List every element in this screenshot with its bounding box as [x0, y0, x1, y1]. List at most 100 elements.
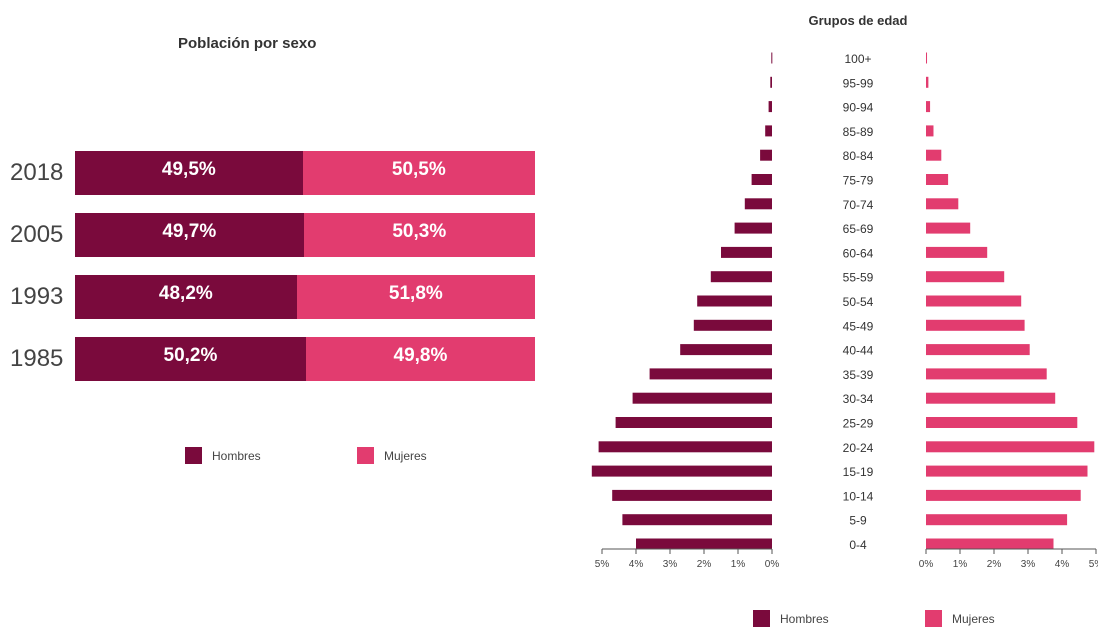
bar-mujeres	[926, 246, 988, 258]
x-tick-label-right: 5%	[1089, 559, 1098, 570]
bar-hombres	[693, 319, 772, 331]
bar-mujeres	[926, 538, 1054, 550]
bar-hombres	[636, 538, 772, 550]
bar-value-label: 48,2%	[158, 283, 213, 304]
bar-mujeres	[926, 489, 1081, 501]
age-group-label: 20-24	[843, 441, 874, 455]
bar-mujeres: 49,8%	[305, 337, 535, 381]
age-group-label: 95-99	[843, 76, 874, 90]
bar-mujeres	[926, 174, 949, 185]
bar-hombres	[734, 222, 772, 234]
legend-swatch-mujeres	[357, 447, 374, 464]
bar-value-label: 49,7%	[162, 221, 217, 242]
bar-mujeres	[926, 417, 1078, 428]
bar-value-label: 51,8%	[388, 283, 443, 304]
x-tick-label-left: 5%	[595, 559, 610, 570]
legend-mujeres-right: Mujeres	[925, 610, 995, 627]
bar-mujeres	[926, 392, 1056, 404]
year-label: 1993	[10, 283, 64, 310]
bar-mujeres	[926, 319, 1025, 331]
age-group-label: 65-69	[843, 222, 874, 236]
bar-hombres	[591, 465, 772, 477]
bar-mujeres	[926, 368, 1047, 380]
x-tick-label-left: 3%	[663, 559, 678, 570]
bar-hombres: 50,2%	[75, 337, 306, 381]
age-group-label: 40-44	[843, 344, 874, 358]
legend-hombres-left: Hombres	[185, 447, 261, 464]
x-tick-label-left: 0%	[765, 559, 780, 570]
bar-hombres	[598, 441, 772, 453]
age-group-label: 5-9	[849, 514, 867, 528]
bar-hombres	[765, 125, 772, 137]
age-group-label: 90-94	[843, 101, 874, 115]
bar-hombres	[751, 174, 772, 185]
age-group-label: 55-59	[843, 271, 874, 285]
bar-hombres	[770, 76, 772, 88]
bar-mujeres	[926, 125, 934, 137]
bar-mujeres	[926, 76, 929, 88]
bar-mujeres	[926, 222, 971, 234]
bar-mujeres	[926, 149, 942, 161]
age-group-label: 80-84	[843, 149, 874, 163]
age-pyramid-chart: Grupos de edad 100+ 95-99 90-94 85-89 80-84 75…	[591, 13, 1098, 570]
bar-hombres	[768, 101, 772, 113]
x-tick-label-right: 3%	[1021, 559, 1036, 570]
bar-hombres	[721, 246, 772, 258]
legend-swatch-mujeres	[925, 610, 942, 627]
legend-label-mujeres: Mujeres	[384, 448, 427, 463]
bar-mujeres	[926, 101, 931, 113]
age-group-label: 25-29	[843, 417, 874, 431]
bar-mujeres: 51,8%	[296, 275, 535, 319]
bar-hombres	[697, 295, 772, 307]
bar-mujeres	[926, 198, 959, 210]
bar-value-label: 49,8%	[393, 345, 448, 366]
bar-hombres	[615, 417, 772, 428]
bar-value-label: 50,3%	[392, 221, 447, 242]
bar-hombres: 49,5%	[75, 151, 303, 195]
age-group-label: 0-4	[849, 538, 867, 552]
x-tick-label-left: 2%	[697, 559, 712, 570]
x-tick-label-left: 1%	[731, 559, 746, 570]
legend-swatch-hombres	[185, 447, 202, 464]
legend-swatch-hombres	[753, 610, 770, 627]
bar-hombres	[680, 344, 772, 356]
age-group-label: 10-14	[843, 489, 874, 503]
bar-mujeres	[926, 514, 1068, 526]
bar-hombres	[622, 514, 772, 526]
legend-hombres-right: Hombres	[753, 610, 829, 627]
x-tick-label-right: 0%	[919, 559, 934, 570]
bar-hombres: 48,2%	[75, 275, 297, 319]
x-tick-label-right: 2%	[987, 559, 1002, 570]
bar-value-label: 49,5%	[161, 159, 216, 180]
age-group-label: 70-74	[843, 198, 874, 212]
bar-hombres	[649, 368, 772, 380]
bar-mujeres	[926, 52, 928, 64]
chart-title-sex: Población por sexo	[178, 35, 317, 52]
legend-label-hombres: Hombres	[212, 448, 261, 463]
bar-mujeres	[926, 465, 1088, 477]
bar-mujeres: 50,3%	[303, 213, 535, 257]
bar-hombres: 49,7%	[75, 213, 304, 257]
legend-mujeres-left: Mujeres	[357, 447, 427, 464]
bar-mujeres	[926, 441, 1095, 453]
bar-hombres	[710, 271, 772, 283]
age-group-label: 85-89	[843, 125, 874, 139]
year-label: 1985	[10, 345, 64, 372]
bar-hombres	[760, 149, 772, 161]
year-label: 2005	[10, 221, 64, 248]
x-tick-label-left: 4%	[629, 559, 644, 570]
age-group-label: 15-19	[843, 465, 874, 479]
legend-label-hombres: Hombres	[780, 611, 829, 626]
bar-hombres	[632, 392, 772, 404]
bar-value-label: 50,5%	[391, 159, 446, 180]
age-group-label: 30-34	[843, 392, 874, 406]
x-tick-label-right: 1%	[953, 559, 968, 570]
bar-mujeres	[926, 271, 1005, 283]
age-group-label: 100+	[844, 52, 871, 66]
x-tick-label-right: 4%	[1055, 559, 1070, 570]
age-group-label: 50-54	[843, 295, 874, 309]
legend-label-mujeres: Mujeres	[952, 611, 995, 626]
year-label: 2018	[10, 159, 64, 186]
age-group-label: 60-64	[843, 246, 874, 260]
bar-value-label: 50,2%	[163, 345, 218, 366]
